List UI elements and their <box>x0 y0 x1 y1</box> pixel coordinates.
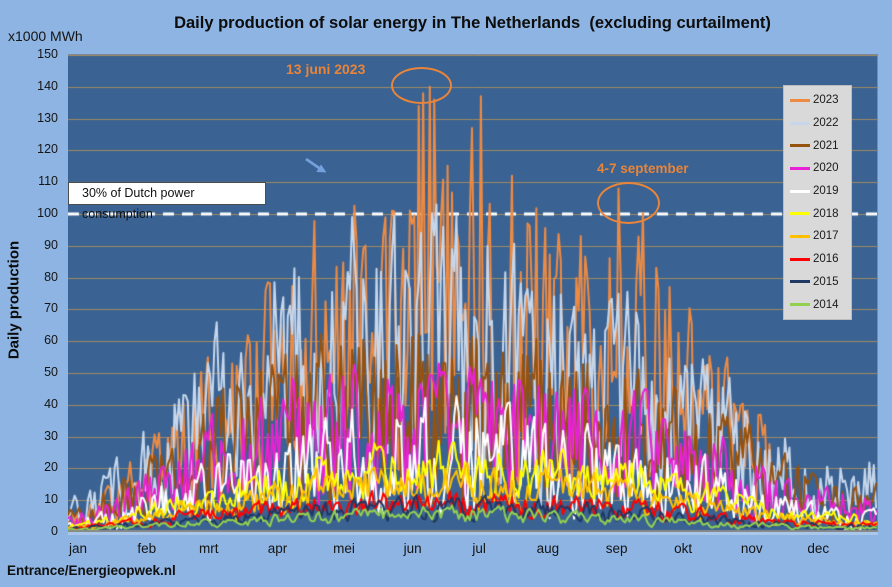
y-tick-120: 120 <box>37 142 58 157</box>
legend-item-2020: 2020 <box>784 158 851 178</box>
annotation-13-juni-2023: 13 juni 2023 <box>286 61 366 77</box>
legend-label-2023: 2023 <box>813 94 839 107</box>
legend-swatch-2016 <box>790 257 810 261</box>
ellipse-september-peak <box>597 182 660 224</box>
x-tick-okt: okt <box>674 541 693 556</box>
legend-label-2015: 2015 <box>813 275 839 288</box>
y-tick-130: 130 <box>37 110 58 125</box>
legend-swatch-2023 <box>790 98 810 102</box>
y-tick-100: 100 <box>37 206 58 220</box>
x-tick-feb: feb <box>137 541 157 556</box>
legend-label-2016: 2016 <box>813 253 839 266</box>
y-tick-80: 80 <box>44 269 58 284</box>
legend-label-2018: 2018 <box>813 207 839 220</box>
y-tick-40: 40 <box>44 396 58 411</box>
legend-item-2017: 2017 <box>784 226 851 246</box>
y-tick-30: 30 <box>44 428 58 443</box>
legend-swatch-2014 <box>790 303 810 307</box>
legend-item-2022: 2022 <box>784 113 851 133</box>
legend-item-2018: 2018 <box>784 204 851 224</box>
x-tick-jun: jun <box>403 541 422 556</box>
legend-swatch-2018 <box>790 212 810 216</box>
legend-label-2020: 2020 <box>813 162 839 175</box>
x-tick-jul: jul <box>472 541 486 556</box>
legend-item-2019: 2019 <box>784 181 851 201</box>
legend-label-2021: 2021 <box>813 139 839 152</box>
legend-swatch-2017 <box>790 234 810 238</box>
legend-swatch-2015 <box>790 280 810 284</box>
y-tick-20: 20 <box>44 460 58 475</box>
legend-label-2014: 2014 <box>813 298 839 311</box>
x-tick-nov: nov <box>740 541 763 556</box>
chart-title: Daily production of solar energy in The … <box>174 14 771 32</box>
down-right-arrow-icon <box>305 157 327 173</box>
x-tick-apr: apr <box>267 541 288 556</box>
y-tick-70: 70 <box>44 301 58 316</box>
legend: 2023 2022 2021 2020 2019 2018 2017 2016 2015 2014 <box>783 85 852 320</box>
y-tick-140: 140 <box>37 78 58 93</box>
y-tick-110: 110 <box>38 174 58 189</box>
plot-area <box>68 54 878 532</box>
legend-swatch-2020 <box>790 166 810 170</box>
x-tick-aug: aug <box>536 541 560 556</box>
x-tick-mrt: mrt <box>199 541 219 556</box>
x-tick-mei: mei <box>333 541 355 556</box>
legend-swatch-2021 <box>790 144 810 148</box>
legend-item-2015: 2015 <box>784 272 851 292</box>
credit-label: Entrance/Energieopwek.nl <box>7 563 176 578</box>
chart-canvas <box>68 55 877 532</box>
annotation-4-7-september: 4-7 september <box>597 161 689 176</box>
x-tick-sep: sep <box>605 541 628 556</box>
reference-line-label: 30% of Dutch power consumption <box>68 182 266 221</box>
legend-swatch-2022 <box>790 121 810 125</box>
y-tick-50: 50 <box>44 365 58 379</box>
y-tick-0: 0 <box>51 524 58 538</box>
legend-label-2017: 2017 <box>813 230 839 243</box>
ellipse-june-peak <box>391 67 452 104</box>
legend-item-2016: 2016 <box>784 249 851 269</box>
legend-label-2022: 2022 <box>813 117 839 130</box>
x-tick-jan: jan <box>68 541 88 556</box>
legend-item-2014: 2014 <box>784 295 851 315</box>
legend-item-2023: 2023 <box>784 90 851 110</box>
legend-item-2021: 2021 <box>784 136 851 156</box>
y-tick-60: 60 <box>44 333 58 348</box>
y-tick-90: 90 <box>44 237 58 252</box>
x-tick-dec: dec <box>807 541 830 556</box>
y-tick-150: 150 <box>37 47 58 61</box>
y-axis-unit-label: x1000 MWh <box>8 28 83 44</box>
legend-label-2019: 2019 <box>813 185 839 198</box>
legend-swatch-2019 <box>790 189 810 193</box>
y-tick-10: 10 <box>44 492 58 507</box>
